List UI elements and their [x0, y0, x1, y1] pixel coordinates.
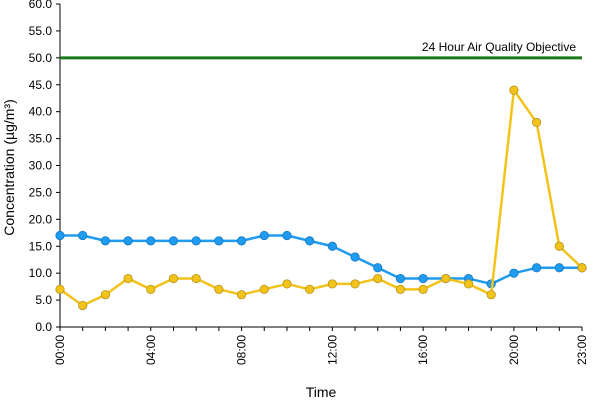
y-tick-label: 55.0 — [29, 24, 53, 38]
y-axis-title: Concentration (µg/m³) — [1, 99, 17, 235]
y-tick-label: 60.0 — [29, 0, 53, 11]
y-tick-label: 45.0 — [29, 78, 53, 92]
y-tick-label: 40.0 — [29, 105, 53, 119]
data-point — [532, 117, 542, 128]
series-2 — [55, 85, 587, 311]
data-point — [100, 290, 110, 300]
y-tick-label: 10.0 — [29, 266, 53, 280]
data-point — [236, 290, 247, 300]
data-point — [282, 230, 292, 241]
y-tick-label: 30.0 — [29, 159, 53, 173]
data-point — [146, 236, 156, 246]
data-point — [191, 236, 201, 246]
data-point — [146, 284, 156, 294]
data-point — [305, 236, 315, 246]
x-tick-label: 08:00 — [235, 335, 249, 365]
y-ticks: 0.0 5.0 10.0 15.0 20.0 25.0 30.0 35.0 40.0 45.0 50… — [29, 0, 60, 334]
x-tick-label: 00:00 — [53, 335, 67, 365]
data-point — [350, 252, 360, 262]
data-point — [577, 263, 587, 273]
x-tick-label: 04:00 — [144, 335, 158, 365]
y-tick-label: 0.0 — [35, 320, 52, 334]
data-point — [509, 85, 519, 95]
y-tick-label: 50.0 — [29, 51, 53, 65]
data-point — [191, 273, 201, 284]
data-point — [214, 284, 224, 294]
data-point — [78, 300, 88, 311]
data-point — [350, 279, 360, 289]
data-point — [486, 290, 496, 300]
x-axis-title: Time — [306, 384, 337, 400]
data-point — [55, 230, 65, 241]
data-point — [78, 230, 88, 241]
data-point — [100, 236, 110, 246]
data-point — [168, 273, 179, 284]
data-point — [373, 263, 383, 273]
data-point — [305, 284, 315, 294]
data-point — [418, 284, 428, 294]
data-point — [395, 273, 406, 284]
data-point — [554, 241, 564, 251]
data-point — [259, 230, 269, 241]
data-point — [395, 284, 406, 294]
data-point — [168, 236, 179, 246]
data-point — [259, 284, 269, 294]
data-point — [327, 279, 337, 289]
data-point — [282, 279, 292, 289]
data-point — [55, 284, 65, 294]
data-point — [441, 273, 451, 284]
y-tick-label: 15.0 — [29, 239, 53, 253]
x-ticks: 00:00 04:00 08:00 12:00 16:00 20:00 23:00 — [53, 327, 589, 365]
series-group — [55, 85, 587, 311]
series-line — [59, 88, 583, 307]
y-tick-label: 35.0 — [29, 132, 53, 146]
x-tick-label: 16:00 — [416, 335, 430, 365]
x-tick-label: 20:00 — [507, 335, 521, 365]
reference-line-group: 24 Hour Air Quality Objective — [60, 40, 582, 60]
series-1 — [55, 230, 587, 289]
data-point — [418, 273, 428, 284]
data-point — [532, 263, 542, 273]
y-tick-label: 20.0 — [29, 212, 53, 226]
data-point — [236, 236, 247, 246]
data-point — [509, 268, 519, 278]
data-point — [123, 236, 133, 246]
x-tick-label: 12:00 — [325, 335, 339, 365]
series-line — [60, 234, 582, 286]
data-point — [123, 273, 133, 284]
y-tick-label: 25.0 — [29, 185, 53, 199]
air-quality-objective-label: 24 Hour Air Quality Objective — [422, 40, 576, 54]
data-point — [327, 241, 337, 251]
x-tick-label: 23:00 — [575, 335, 589, 365]
data-point — [463, 279, 474, 289]
data-point — [373, 273, 383, 284]
y-tick-label: 5.0 — [35, 293, 52, 307]
data-point — [214, 236, 224, 246]
data-point — [554, 263, 564, 273]
